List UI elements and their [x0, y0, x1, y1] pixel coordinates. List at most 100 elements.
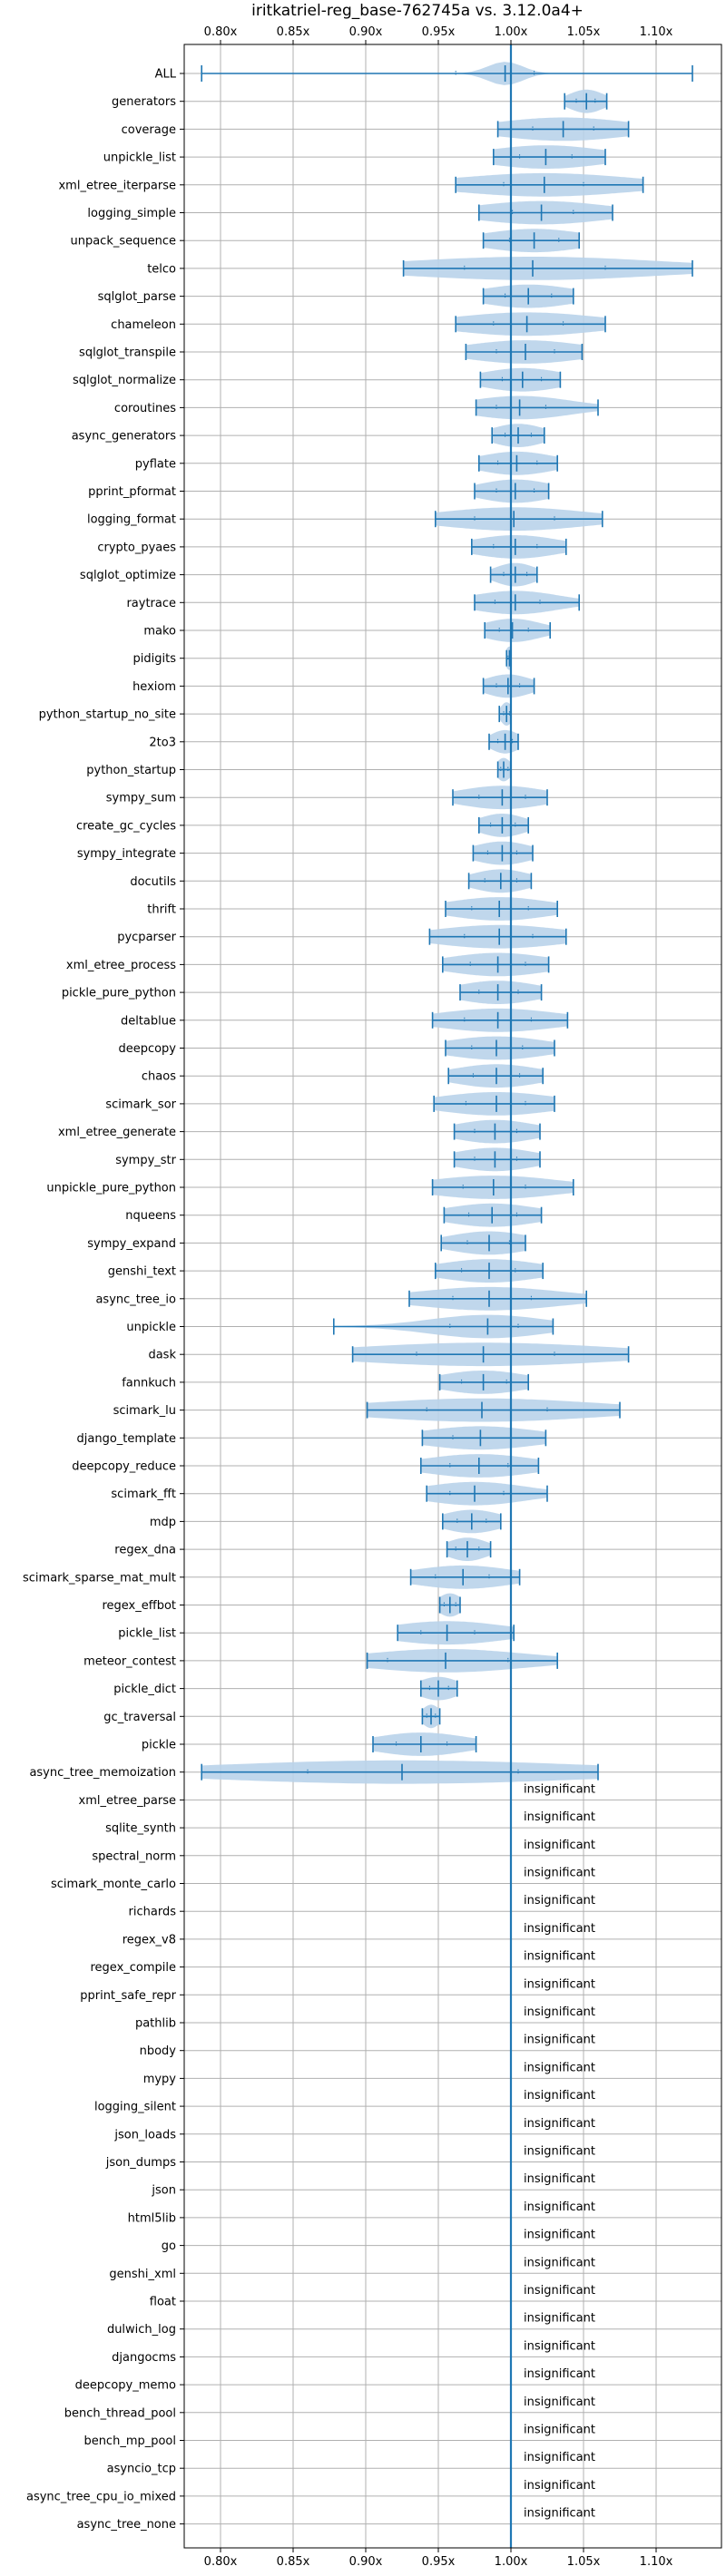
category-labels: ALL generators coverage unpickle_list xml_et… — [23, 68, 184, 2532]
benchmark-label: pprint_safe_repr — [80, 1989, 176, 2003]
benchmark-label: pickle — [142, 1739, 176, 1752]
benchmark-label: scimark_sparse_mat_mult — [23, 1571, 176, 1585]
benchmark-label: python_startup — [86, 764, 176, 777]
benchmark-label: asyncio_tcp — [107, 2463, 176, 2476]
benchmark-label: pickle_list — [118, 1627, 176, 1641]
insignificant-label: insignificant — [524, 2507, 595, 2521]
benchmark-label: pickle_dict — [113, 1683, 176, 1696]
benchmark-label: telco — [147, 262, 176, 276]
benchmark-label: pprint_pformat — [88, 485, 176, 499]
benchmark-label: sqlite_synth — [105, 1822, 176, 1836]
benchmark-label: nbody — [140, 2044, 177, 2058]
benchmark-label: unpickle_pure_python — [46, 1182, 176, 1195]
benchmark-label: django_template — [77, 1432, 176, 1446]
insignificant-label: insignificant — [524, 2284, 595, 2298]
benchmark-label: deltablue — [121, 1014, 176, 1028]
insignificant-label: insignificant — [524, 2117, 595, 2131]
benchmark-label: mypy — [143, 2073, 177, 2086]
benchmark-label: sympy_expand — [87, 1237, 176, 1251]
benchmark-label: dask — [148, 1349, 176, 1362]
benchmark-label: mako — [143, 625, 176, 639]
x-tick-label-top: 0.85x — [277, 25, 310, 39]
benchmark-label: scimark_monte_carlo — [51, 1878, 176, 1891]
benchmark-label: chameleon — [111, 318, 176, 332]
insignificant-label: insignificant — [524, 2451, 595, 2464]
benchmark-label: xml_etree_generate — [58, 1126, 176, 1139]
x-tick-label-top: 1.00x — [495, 25, 528, 39]
violins: insignificant insignificant insignificant i… — [201, 62, 693, 2521]
benchmark-label: async_tree_io — [95, 1293, 176, 1306]
benchmark-label: bench_thread_pool — [64, 2406, 176, 2420]
benchmark-label: sqlglot_optimize — [80, 569, 176, 582]
benchmark-label: meteor_contest — [83, 1654, 176, 1668]
benchmark-label: regex_effbot — [102, 1599, 176, 1613]
benchmark-label: xml_etree_iterparse — [58, 179, 176, 192]
insignificant-label: insignificant — [524, 1977, 595, 1991]
benchmark-label: logging_format — [87, 513, 176, 527]
benchmark-label: async_tree_none — [77, 2518, 176, 2532]
insignificant-label: insignificant — [524, 2395, 595, 2409]
benchmark-label: sqlglot_normalize — [73, 374, 176, 387]
benchmark-label: sympy_sum — [106, 792, 176, 805]
benchmark-label: logging_silent — [94, 2101, 176, 2114]
benchmark-label: genshi_xml — [109, 2268, 176, 2281]
benchmark-label: deepcopy — [118, 1042, 176, 1056]
benchmark-label: go — [162, 2239, 176, 2253]
benchmark-label: pyflate — [135, 457, 176, 471]
benchmark-label: crypto_pyaes — [97, 541, 176, 554]
benchmark-label: json — [151, 2184, 176, 2198]
insignificant-label: insignificant — [524, 1839, 595, 1852]
benchmark-label: async_generators — [72, 430, 177, 444]
benchmark-label: coverage — [122, 123, 176, 137]
benchmark-label: float — [150, 2296, 176, 2309]
benchmark-label: coroutines — [114, 402, 176, 415]
benchmark-label: scimark_sor — [105, 1098, 176, 1111]
insignificant-label: insignificant — [524, 2256, 595, 2269]
benchmark-label: djangocms — [112, 2351, 176, 2365]
benchmark-label: python_startup_no_site — [39, 708, 176, 722]
benchmark-label: logging_simple — [87, 207, 176, 220]
x-tick-label-bottom: 1.05x — [567, 2555, 601, 2569]
insignificant-label: insignificant — [524, 2367, 595, 2381]
benchmark-label: sqlglot_parse — [98, 290, 176, 304]
benchmark-label: genshi_text — [108, 1265, 176, 1279]
benchmark-label: dulwich_log — [107, 2323, 176, 2337]
benchmark-label: regex_compile — [90, 1961, 176, 1975]
insignificant-label: insignificant — [524, 1894, 595, 1908]
benchmark-label: xml_etree_parse — [79, 1794, 176, 1808]
benchmark-label: ALL — [155, 68, 177, 82]
x-tick-label-top: 0.80x — [204, 25, 238, 39]
benchmark-label: hexiom — [132, 680, 176, 694]
benchmark-label: html5lib — [128, 2211, 176, 2225]
benchmark-label: create_gc_cycles — [76, 819, 176, 833]
x-tick-label-top: 1.10x — [640, 25, 673, 39]
insignificant-label: insignificant — [524, 2339, 595, 2353]
insignificant-label: insignificant — [524, 1782, 595, 1796]
benchmark-label: richards — [129, 1906, 177, 1919]
benchmark-label: sympy_integrate — [77, 847, 176, 861]
benchmark-label: unpack_sequence — [70, 235, 176, 249]
benchmark-label: scimark_lu — [113, 1404, 176, 1418]
insignificant-label: insignificant — [524, 2312, 595, 2326]
benchmark-label: mdp — [150, 1516, 176, 1529]
insignificant-label: insignificant — [524, 1950, 595, 1964]
x-tick-label-bottom: 1.10x — [640, 2555, 673, 2569]
insignificant-label: insignificant — [524, 2061, 595, 2074]
x-tick-label-top: 1.05x — [567, 25, 601, 39]
benchmark-label: gc_traversal — [103, 1711, 176, 1724]
insignificant-label: insignificant — [524, 2229, 595, 2242]
benchmark-label: raytrace — [126, 597, 176, 610]
benchmark-label: thrift — [147, 903, 176, 917]
insignificant-label: insignificant — [524, 1922, 595, 1936]
insignificant-label: insignificant — [524, 2145, 595, 2159]
benchmark-label: async_tree_memoization — [29, 1766, 176, 1780]
insignificant-label: insignificant — [524, 1867, 595, 1880]
insignificant-label: insignificant — [524, 2172, 595, 2186]
insignificant-label: insignificant — [524, 2089, 595, 2103]
benchmark-label: unpickle_list — [103, 151, 176, 165]
chart-title: iritkatriel-reg_base-762745a vs. 3.12.0a… — [251, 2, 584, 20]
benchmark-label: scimark_fft — [111, 1488, 176, 1501]
x-ticks: 0.80x 0.80x 0.85x 0.85x 0.90x 0.90x 0.95x 0.95x… — [204, 25, 673, 2569]
benchmark-label: sqlglot_transpile — [79, 346, 176, 360]
